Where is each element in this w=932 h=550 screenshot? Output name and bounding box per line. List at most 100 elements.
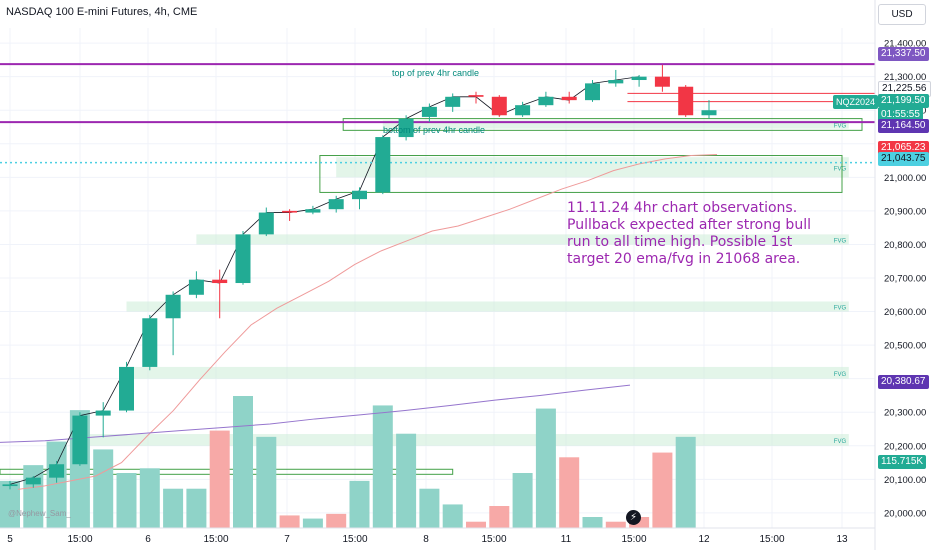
volume-bar [23, 465, 44, 528]
price-badge: 21,043.75 [878, 152, 929, 166]
x-tick-label: 12 [698, 534, 710, 545]
volume-bar [372, 405, 393, 528]
volume-bar [93, 449, 114, 528]
candle-body [538, 96, 554, 106]
y-tick-label: 21,400.00 [884, 39, 926, 50]
candle-body [468, 95, 484, 97]
x-tick-label: 15:00 [342, 534, 367, 545]
x-tick-label: 8 [423, 534, 429, 545]
candle-body [72, 415, 88, 465]
candle-body [515, 105, 531, 116]
volume-bar [442, 504, 463, 528]
price-badge: 21,164.50 [878, 119, 929, 133]
candle-body [212, 279, 228, 284]
volume-bar [512, 473, 533, 528]
volume-bar [116, 473, 137, 528]
volume-bar [279, 515, 300, 528]
fvg-label: FVG [834, 439, 847, 445]
volume-bar [582, 517, 603, 528]
bar-countdown: 01:55:55 [878, 108, 923, 121]
candle-body [142, 318, 158, 367]
y-tick-label: 20,000.00 [884, 508, 926, 519]
volume-bar [256, 436, 277, 528]
currency-button[interactable]: USD [878, 4, 926, 25]
x-tick-label: 15:00 [67, 534, 92, 545]
fvg-zone [336, 157, 849, 178]
y-tick-label: 20,600.00 [884, 307, 926, 318]
volume-bar [629, 517, 650, 528]
x-tick-label: 13 [836, 534, 848, 545]
y-tick-label: 20,900.00 [884, 206, 926, 217]
y-tick-label: 21,000.00 [884, 173, 926, 184]
candle-body [654, 76, 670, 87]
candle-body [561, 96, 577, 101]
candle-body [328, 199, 344, 210]
volume-bar [675, 436, 696, 528]
y-tick-label: 20,200.00 [884, 441, 926, 452]
y-tick-label: 20,500.00 [884, 341, 926, 352]
fvg-label: FVG [834, 372, 847, 378]
fvg-label: FVG [834, 166, 847, 172]
candle-body [25, 477, 41, 485]
volume-bar [652, 452, 673, 528]
fvg-label: FVG [834, 238, 847, 244]
candle-body [188, 279, 204, 295]
fvg-box-top [342, 118, 863, 131]
symbol-badge: NQZ2024 [833, 95, 879, 109]
volume-bar [326, 513, 347, 528]
candle-body [491, 96, 507, 116]
y-tick-label: 20,700.00 [884, 274, 926, 285]
y-tick-label: 21,300.00 [884, 72, 926, 83]
volume-bar [302, 518, 323, 528]
fvg-zone [79, 434, 849, 446]
candle-body [375, 137, 391, 193]
fvg-box-main [319, 155, 843, 193]
candle-body [282, 210, 298, 213]
volume-bar [559, 457, 580, 528]
top-prev-candle-label: top of prev 4hr candle [392, 68, 479, 78]
y-tick-label: 20,300.00 [884, 408, 926, 419]
x-tick-label: 15:00 [621, 534, 646, 545]
candle-body [421, 106, 437, 117]
chart-title: NASDAQ 100 E-mini Futures, 4h, CME [6, 6, 198, 18]
volume-bar [233, 396, 253, 528]
candle-body [585, 83, 600, 101]
fvg-label: FVG [834, 123, 847, 129]
volume-bar [0, 480, 20, 528]
volume-bar [419, 488, 440, 528]
volume-bar [46, 441, 67, 528]
close-line [9, 76, 640, 485]
volume-bar [186, 488, 207, 528]
lightning-icon[interactable]: ⚡ [626, 510, 641, 525]
x-tick-label: 15:00 [481, 534, 506, 545]
candle-body [398, 118, 414, 138]
fvg-label: FVG [834, 306, 847, 312]
candle-body [258, 212, 274, 235]
x-tick-label: 5 [7, 534, 13, 545]
ema-long-line [0, 384, 631, 443]
fvg-zone [196, 234, 849, 245]
candle-body [95, 410, 111, 416]
candle-body [305, 209, 321, 213]
fvg-zone [126, 301, 849, 312]
candle-body [352, 190, 367, 200]
candle-body [608, 80, 624, 84]
candle-body [235, 234, 251, 284]
volume-bar [489, 506, 510, 528]
candle-body [445, 96, 461, 107]
volume-bar [163, 488, 184, 528]
y-tick-label: 20,100.00 [884, 475, 926, 486]
candle-body [701, 110, 717, 116]
candle-body [678, 86, 694, 116]
bottom-prev-candle-label: bottom of prev 4hr candle [383, 125, 485, 135]
price-badge: 21,065.23 [878, 141, 929, 155]
candle-body [165, 294, 181, 319]
observation-note: 11.11.24 4hr chart observations. Pullbac… [567, 200, 811, 267]
volume-bar [396, 433, 417, 528]
volume-bar [139, 468, 160, 528]
candle-body [49, 464, 65, 478]
ema-short-line [17, 154, 718, 490]
fvg-zone [126, 366, 849, 379]
candle-body [2, 484, 18, 487]
